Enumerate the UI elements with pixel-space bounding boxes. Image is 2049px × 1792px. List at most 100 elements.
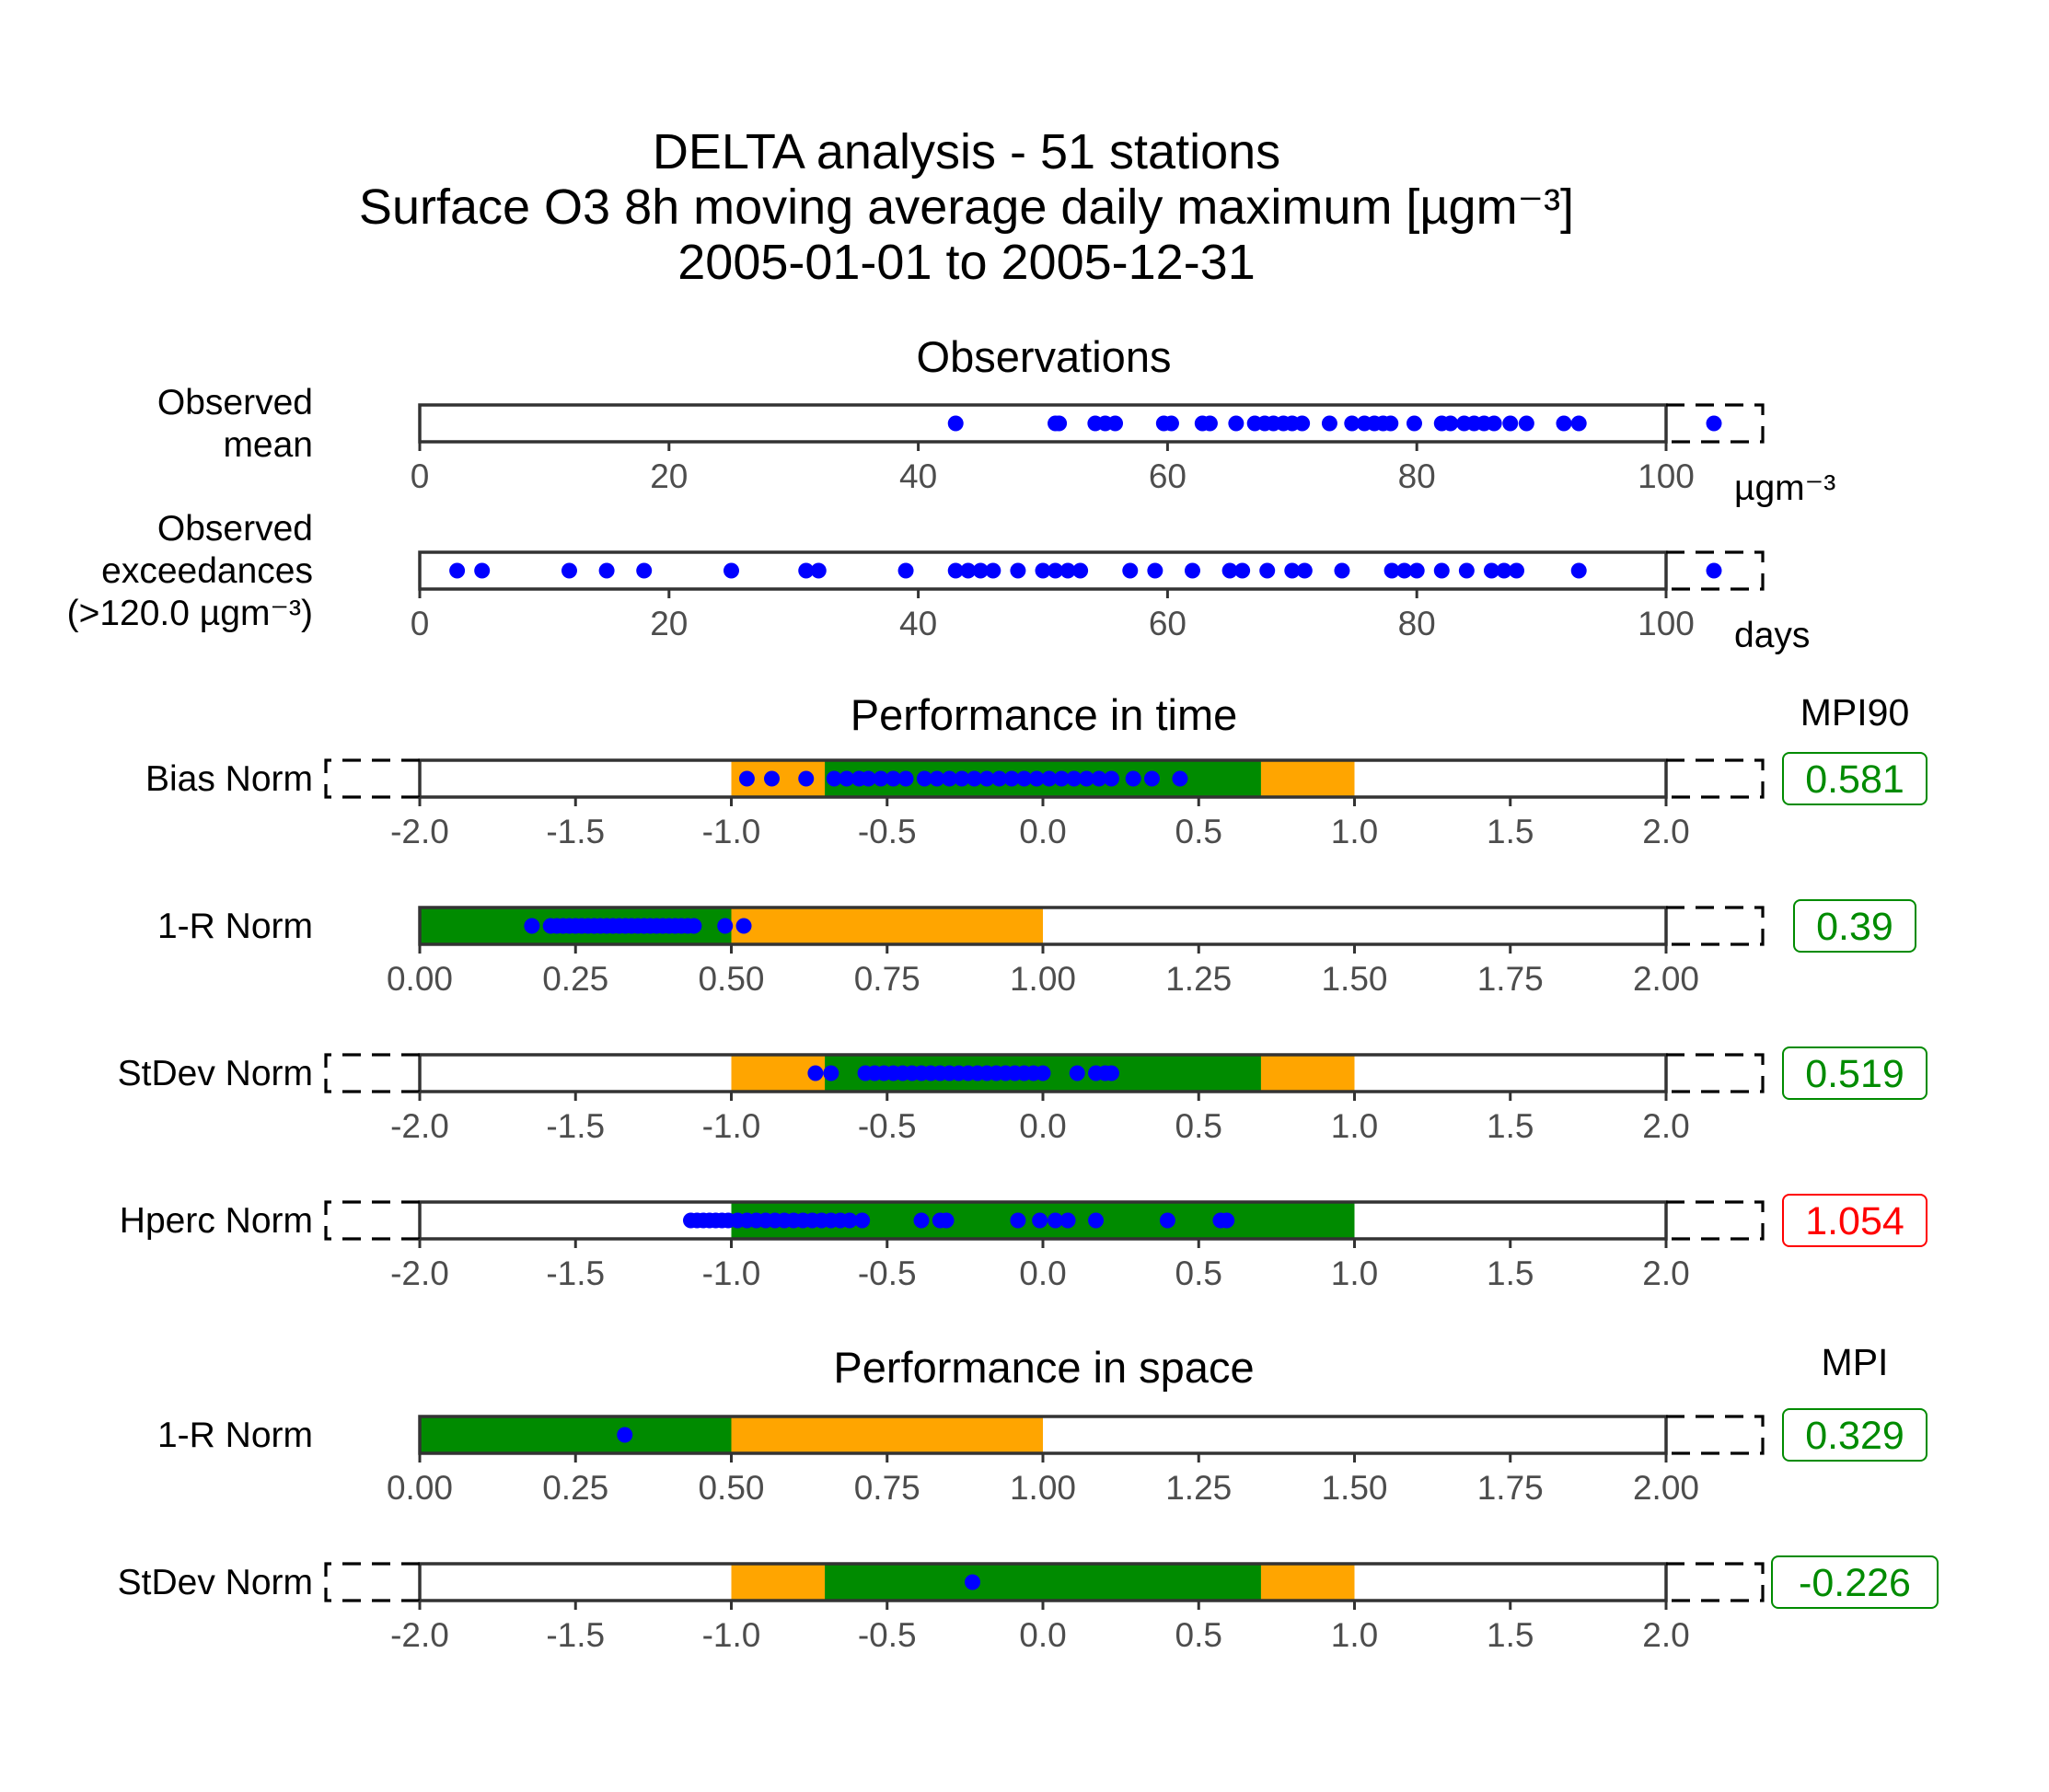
mpi-value-4: 0.519 [1805, 1052, 1904, 1096]
data-point-0-0 [947, 415, 964, 432]
chart-title-line-3: 2005-01-01 to 2005-12-31 [677, 235, 1256, 290]
tick-label-3-6: 1.50 [1321, 960, 1387, 998]
tick-label-1-1: 20 [650, 605, 688, 642]
tick-label-5-3: -0.5 [858, 1254, 917, 1292]
tick-label-0-0: 0 [411, 457, 430, 495]
tick-label-7-1: -1.5 [546, 1616, 605, 1654]
row-label-6-0: 1-R Norm [157, 1416, 313, 1455]
data-point-2-4 [839, 770, 855, 787]
tick-label-0-5: 100 [1638, 457, 1695, 495]
tick-label-1-4: 80 [1398, 605, 1436, 642]
overflow-point-1 [1706, 562, 1722, 579]
row-label-0-0: Observed [157, 383, 313, 422]
overflow-box-right-0 [1666, 403, 1765, 444]
tick-label-6-0: 0.00 [387, 1469, 453, 1507]
tick-label-4-4: 0.0 [1019, 1107, 1066, 1145]
data-point-4-1 [823, 1065, 839, 1081]
mpi-value-2: 0.581 [1805, 757, 1904, 802]
tick-label-4-5: 0.5 [1175, 1107, 1222, 1145]
band-green-7-1 [825, 1564, 1261, 1601]
tick-label-6-8: 2.00 [1633, 1469, 1699, 1507]
mpi-box-3 [1793, 899, 1916, 953]
data-point-1-12 [985, 562, 1001, 579]
data-point-5-21 [913, 1212, 930, 1229]
data-point-1-19 [1147, 562, 1163, 579]
bar-frame-0 [418, 403, 1668, 444]
band-orange-2-2 [1260, 760, 1355, 797]
data-point-0-32 [1556, 415, 1572, 432]
tick-label-4-3: -0.5 [858, 1107, 917, 1145]
data-point-0-5 [1107, 415, 1124, 432]
mpi-header: MPI [1822, 1341, 1889, 1383]
data-point-7-0 [964, 1574, 980, 1590]
tick-label-0-1: 20 [650, 457, 688, 495]
data-point-0-9 [1201, 415, 1218, 432]
tick-label-1-2: 40 [899, 605, 937, 642]
section-title-space: Performance in space [833, 1343, 1254, 1392]
data-point-0-33 [1570, 415, 1587, 432]
data-point-1-13 [1010, 562, 1026, 579]
data-point-0-2 [1051, 415, 1068, 432]
data-point-0-7 [1163, 415, 1179, 432]
data-point-5-19 [841, 1212, 858, 1229]
tick-label-2-8: 2.0 [1642, 813, 1689, 850]
data-point-1-15 [1048, 562, 1064, 579]
tick-label-1-0: 0 [411, 605, 430, 642]
data-point-0-29 [1486, 415, 1502, 432]
tick-label-5-4: 0.0 [1019, 1254, 1066, 1292]
data-point-2-8 [886, 770, 902, 787]
data-point-1-29 [1408, 562, 1425, 579]
data-point-0-17 [1321, 415, 1337, 432]
tick-label-6-3: 0.75 [854, 1469, 920, 1507]
data-point-2-14 [967, 770, 983, 787]
data-point-2-28 [1172, 770, 1188, 787]
unit-label-0: µgm⁻³ [1734, 468, 1835, 508]
tick-label-6-5: 1.25 [1165, 1469, 1232, 1507]
data-point-2-20 [1041, 770, 1058, 787]
mpi-box-4 [1782, 1046, 1927, 1100]
data-point-1-0 [449, 562, 466, 579]
data-point-4-0 [807, 1065, 824, 1081]
tick-label-3-5: 1.25 [1165, 960, 1232, 998]
data-point-5-31 [1219, 1212, 1235, 1229]
tick-label-2-7: 1.5 [1487, 813, 1534, 850]
tick-label-5-7: 1.5 [1487, 1254, 1534, 1292]
data-point-1-1 [474, 562, 491, 579]
tick-label-4-1: -1.5 [546, 1107, 605, 1145]
tick-label-5-2: -1.0 [702, 1254, 761, 1292]
overflow-box-left-2 [324, 758, 420, 799]
data-point-1-6 [798, 562, 815, 579]
tick-label-7-3: -0.5 [858, 1616, 917, 1654]
data-point-1-33 [1496, 562, 1512, 579]
data-point-1-18 [1122, 562, 1139, 579]
tick-label-2-5: 0.5 [1175, 813, 1222, 850]
tick-label-2-3: -0.5 [858, 813, 917, 850]
data-point-2-9 [897, 770, 914, 787]
tick-label-0-3: 60 [1149, 457, 1187, 495]
tick-label-7-4: 0.0 [1019, 1616, 1066, 1654]
data-point-2-11 [929, 770, 945, 787]
tick-label-7-8: 2.0 [1642, 1616, 1689, 1654]
data-point-3-0 [524, 918, 540, 934]
data-point-2-18 [1016, 770, 1033, 787]
data-point-1-35 [1570, 562, 1587, 579]
tick-label-6-4: 1.00 [1010, 1469, 1076, 1507]
data-point-2-12 [941, 770, 957, 787]
data-point-5-25 [1032, 1212, 1048, 1229]
row-label-1-0: Observed [157, 509, 313, 549]
mpi-value-5: 1.054 [1805, 1199, 1904, 1243]
indicator-panel-4: StDev Norm -2.0 -1.5 -1.0 -0.5 0.0 0.5 1.0 1.5 2.… [118, 1046, 1927, 1145]
data-point-2-7 [873, 770, 889, 787]
band-green-6-0 [420, 1416, 732, 1453]
data-point-0-18 [1344, 415, 1360, 432]
row-label-4-0: StDev Norm [118, 1054, 313, 1093]
indicator-panel-6: 1-R Norm 0.00 0.25 0.50 0.75 1.00 1.25 1.50 1.75… [157, 1408, 1927, 1507]
data-point-5-26 [1048, 1212, 1064, 1229]
tick-label-2-2: -1.0 [702, 813, 761, 850]
tick-label-4-2: -1.0 [702, 1107, 761, 1145]
data-point-2-2 [798, 770, 815, 787]
data-point-5-29 [1159, 1212, 1175, 1229]
overflow-box-right-7 [1666, 1562, 1765, 1602]
data-point-1-30 [1433, 562, 1450, 579]
